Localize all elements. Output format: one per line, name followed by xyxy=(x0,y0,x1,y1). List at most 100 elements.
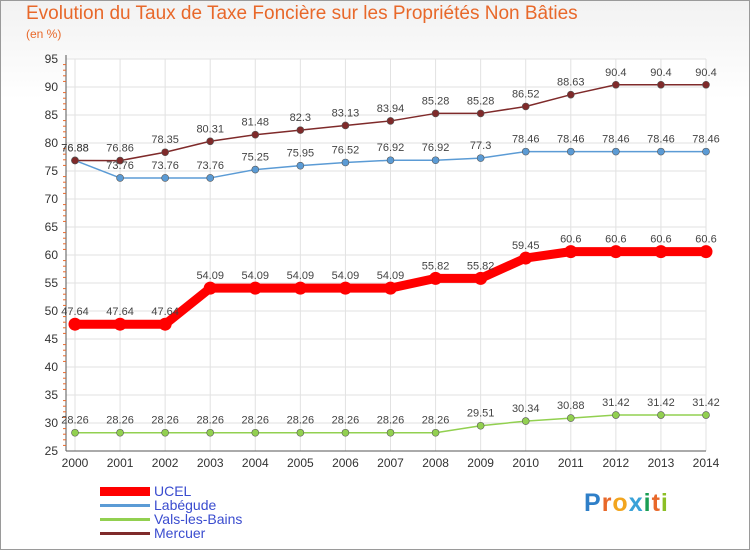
data-label: 55.82 xyxy=(467,260,495,272)
legend-item: Mercuer xyxy=(100,526,242,540)
data-point xyxy=(612,80,620,89)
data-label: 80.31 xyxy=(196,123,224,135)
data-label: 85.28 xyxy=(467,95,495,107)
data-point xyxy=(612,411,620,419)
data-point xyxy=(68,317,82,331)
data-point xyxy=(206,137,215,146)
x-tick-label: 2014 xyxy=(693,456,720,470)
data-label: 47.64 xyxy=(61,306,89,318)
data-label: 83.94 xyxy=(377,103,405,115)
legend-label: Mercuer xyxy=(154,525,206,541)
data-label: 54.09 xyxy=(242,270,270,282)
data-label: 60.6 xyxy=(560,234,581,246)
data-label: 31.42 xyxy=(647,397,675,409)
data-label: 54.09 xyxy=(377,270,405,282)
logo-letter: r xyxy=(601,489,613,517)
data-point xyxy=(476,109,485,118)
data-point xyxy=(296,428,305,437)
data-point xyxy=(609,245,623,259)
data-label-layer: 76.88 73.76 73.76 73.76 75.25 75.95 76.52 76.92… xyxy=(61,67,720,427)
data-label: 78.46 xyxy=(512,134,540,146)
data-label: 78.35 xyxy=(151,134,179,146)
data-point xyxy=(476,154,485,162)
data-label: 60.6 xyxy=(605,234,626,246)
data-point xyxy=(338,281,352,295)
y-tick-label: 55 xyxy=(45,276,59,290)
data-point xyxy=(431,428,440,437)
data-label: 55.82 xyxy=(422,260,450,272)
legend-swatch xyxy=(100,517,150,521)
data-label: 82.3 xyxy=(290,112,311,124)
data-label: 81.48 xyxy=(242,117,270,129)
data-point xyxy=(474,271,488,285)
logo-letter: x xyxy=(628,489,644,517)
unit-label: (en %) xyxy=(26,27,62,41)
data-point xyxy=(386,117,395,125)
data-label: 90.4 xyxy=(605,67,626,79)
data-label: 28.26 xyxy=(106,415,134,427)
data-label: 76.92 xyxy=(422,142,450,154)
data-label: 29.51 xyxy=(467,408,495,420)
y-tick-label: 50 xyxy=(45,304,59,318)
axis-layer: 25 30 35 40 45 50 55 60 65 70 75 80 85 90 95 2000 2001 20… xyxy=(45,52,720,470)
data-point xyxy=(116,174,124,182)
data-label: 54.09 xyxy=(196,270,224,282)
data-point xyxy=(521,147,530,156)
x-tick-label: 2004 xyxy=(242,456,269,470)
data-point xyxy=(116,156,124,165)
legend: UCEL Labégude Vals-les-Bains Mercuer xyxy=(100,484,242,540)
data-label: 47.64 xyxy=(151,306,179,318)
data-point xyxy=(521,102,530,111)
y-tick-label: 95 xyxy=(45,52,59,66)
data-label: 28.26 xyxy=(61,415,89,427)
x-tick-label: 2010 xyxy=(512,456,539,470)
data-point xyxy=(71,428,79,437)
data-label: 28.26 xyxy=(196,415,224,427)
data-point xyxy=(116,428,124,437)
data-point xyxy=(251,130,260,139)
data-label: 90.4 xyxy=(650,67,671,79)
y-tick-label: 85 xyxy=(45,108,59,122)
data-point xyxy=(203,281,217,295)
legend-item: Labégude xyxy=(100,498,242,512)
y-tick-label: 90 xyxy=(45,80,59,94)
data-point xyxy=(296,126,305,134)
data-label: 31.42 xyxy=(602,397,630,409)
data-point xyxy=(341,158,350,167)
x-tick-label: 2005 xyxy=(287,456,314,470)
y-tick-label: 75 xyxy=(45,164,59,178)
data-label: 47.64 xyxy=(106,306,134,318)
data-point xyxy=(476,421,485,430)
data-point xyxy=(612,147,620,156)
data-point xyxy=(657,411,665,419)
y-tick-label: 30 xyxy=(45,416,59,430)
data-point xyxy=(71,156,79,165)
data-label: 60.6 xyxy=(695,234,716,246)
chart-title: Evolution du Taux de Taxe Foncière sur l… xyxy=(26,3,578,24)
data-point xyxy=(206,428,215,437)
data-point xyxy=(702,147,710,156)
data-point xyxy=(519,251,533,265)
data-label: 76.88 xyxy=(61,142,89,154)
data-label: 28.26 xyxy=(287,415,315,427)
data-point xyxy=(161,148,169,157)
data-label: 28.26 xyxy=(151,415,179,427)
data-label: 28.26 xyxy=(242,415,270,427)
data-label: 78.46 xyxy=(557,134,585,146)
y-tick-label: 35 xyxy=(45,388,59,402)
legend-item: Vals-les-Bains xyxy=(100,512,242,526)
data-point xyxy=(251,428,260,437)
data-label: 76.52 xyxy=(332,144,360,156)
data-label: 75.95 xyxy=(287,148,315,160)
data-point xyxy=(566,90,575,99)
data-label: 28.26 xyxy=(422,415,450,427)
legend-swatch xyxy=(100,531,150,535)
data-label: 78.46 xyxy=(692,134,720,146)
data-point xyxy=(161,428,169,437)
x-tick-label: 2001 xyxy=(107,456,134,470)
y-tick-label: 70 xyxy=(45,192,59,206)
x-tick-label: 2012 xyxy=(603,456,630,470)
data-label: 77.3 xyxy=(470,140,491,152)
data-label: 88.63 xyxy=(557,77,585,89)
